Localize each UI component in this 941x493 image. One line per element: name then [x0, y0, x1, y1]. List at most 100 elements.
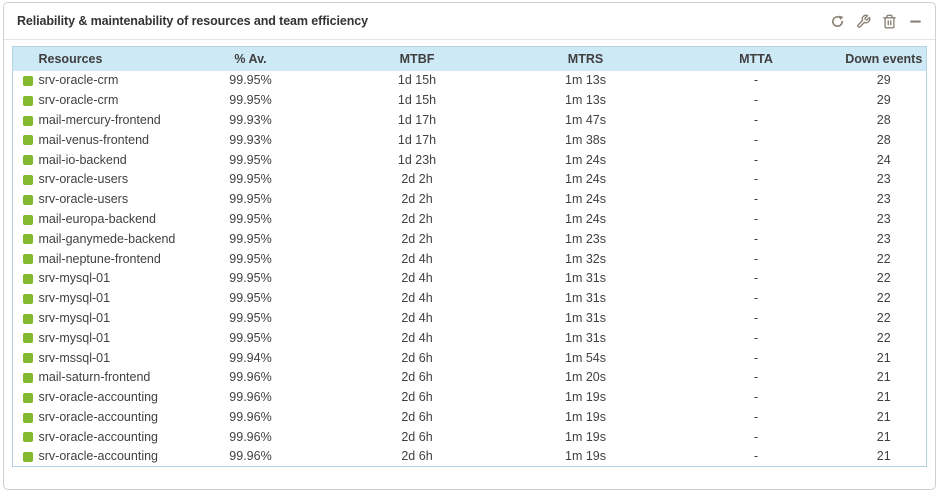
cell-availability: 99.95%	[229, 93, 272, 108]
cell-down-events: 21	[876, 350, 891, 365]
cell-down-events: 21	[876, 449, 891, 464]
minimize-icon[interactable]	[908, 14, 923, 29]
table-container: Resources % Av. MTBF MTRS MTTA Down even…	[12, 46, 927, 467]
status-ok-icon	[23, 115, 33, 126]
cell-mtbf: 2d 4h	[401, 251, 433, 266]
cell-down-events: 23	[876, 172, 891, 187]
cell-mtrs: 1m 38s	[565, 132, 606, 147]
cell-mtta: -	[753, 390, 759, 405]
cell-mtbf: 2d 4h	[401, 291, 433, 306]
cell-mtbf: 2d 2h	[401, 192, 433, 207]
column-header-mtta: MTTA	[670, 46, 842, 71]
cell-mtta: -	[753, 73, 759, 88]
status-ok-icon	[23, 175, 33, 186]
cell-mtta: -	[753, 291, 759, 306]
cell-mtbf: 2d 2h	[401, 172, 433, 187]
refresh-icon[interactable]	[830, 14, 845, 29]
table-row: srv-mssql-01 99.94% 2d 6h 1m 54s - 21	[13, 348, 927, 368]
cell-resource: srv-mysql-01	[38, 291, 111, 306]
cell-status	[13, 367, 39, 387]
cell-resource: mail-venus-frontend	[38, 132, 149, 147]
cell-down-events: 22	[876, 271, 891, 286]
cell-availability: 99.95%	[229, 330, 272, 345]
cell-mtta: -	[753, 449, 759, 464]
status-ok-icon	[23, 392, 33, 403]
cell-down-events: 23	[876, 192, 891, 207]
table-row: srv-oracle-accounting 99.96% 2d 6h 1m 19…	[13, 407, 927, 427]
cell-mtrs: 1m 24s	[565, 211, 606, 226]
cell-mtrs: 1m 13s	[565, 93, 606, 108]
cell-resource: srv-oracle-crm	[38, 73, 119, 88]
cell-mtrs: 1m 24s	[565, 152, 606, 167]
cell-mtta: -	[753, 211, 759, 226]
cell-mtbf: 1d 17h	[397, 132, 437, 147]
table-row: mail-ganymede-backend 99.95% 2d 2h 1m 23…	[13, 229, 927, 249]
cell-mtta: -	[753, 112, 759, 127]
status-ok-icon	[23, 214, 33, 225]
status-ok-icon	[23, 155, 33, 166]
reliability-table: Resources % Av. MTBF MTRS MTTA Down even…	[12, 46, 927, 467]
cell-status	[13, 268, 39, 288]
cell-resource: srv-mysql-01	[38, 310, 111, 325]
cell-availability: 99.95%	[229, 231, 272, 246]
cell-down-events: 24	[876, 152, 891, 167]
cell-status	[13, 407, 39, 427]
cell-mtta: -	[753, 429, 759, 444]
cell-resource: srv-oracle-accounting	[38, 429, 159, 444]
cell-mtta: -	[753, 271, 759, 286]
cell-mtbf: 2d 4h	[401, 310, 433, 325]
cell-resource: srv-mysql-01	[38, 330, 111, 345]
cell-mtbf: 1d 23h	[397, 152, 437, 167]
cell-mtrs: 1m 31s	[565, 330, 606, 345]
cell-mtbf: 2d 2h	[401, 211, 433, 226]
table-row: srv-oracle-crm 99.95% 1d 15h 1m 13s - 29	[13, 71, 927, 91]
cell-resource: srv-oracle-accounting	[38, 409, 159, 424]
status-ok-icon	[23, 76, 33, 87]
cell-status	[13, 150, 39, 170]
cell-down-events: 22	[876, 310, 891, 325]
table-body: srv-oracle-crm 99.95% 1d 15h 1m 13s - 29…	[13, 71, 927, 467]
cell-mtta: -	[753, 370, 759, 385]
status-ok-icon	[23, 432, 33, 443]
cell-mtta: -	[753, 152, 759, 167]
status-ok-icon	[23, 135, 33, 146]
cell-mtrs: 1m 31s	[565, 271, 606, 286]
cell-mtrs: 1m 20s	[565, 370, 606, 385]
panel-title: Reliability & maintenability of resource…	[17, 14, 368, 28]
cell-mtta: -	[753, 409, 759, 424]
table-row: srv-mysql-01 99.95% 2d 4h 1m 31s - 22	[13, 308, 927, 328]
cell-availability: 99.93%	[229, 132, 272, 147]
table-row: srv-oracle-accounting 99.96% 2d 6h 1m 19…	[13, 447, 927, 467]
cell-resource: srv-oracle-crm	[38, 93, 119, 108]
trash-icon[interactable]	[882, 14, 897, 29]
status-ok-icon	[23, 451, 33, 462]
cell-availability: 99.95%	[229, 192, 272, 207]
cell-mtbf: 2d 4h	[401, 271, 433, 286]
table-row: mail-neptune-frontend 99.95% 2d 4h 1m 32…	[13, 249, 927, 269]
cell-availability: 99.95%	[229, 211, 272, 226]
cell-status	[13, 288, 39, 308]
cell-status	[13, 130, 39, 150]
cell-mtbf: 2d 6h	[401, 350, 433, 365]
cell-mtbf: 2d 6h	[401, 370, 433, 385]
cell-status	[13, 71, 39, 91]
cell-status	[13, 110, 39, 130]
cell-down-events: 22	[876, 330, 891, 345]
cell-down-events: 21	[876, 370, 891, 385]
table-row: srv-oracle-users 99.95% 2d 2h 1m 24s - 2…	[13, 169, 927, 189]
status-ok-icon	[23, 293, 33, 304]
table-row: srv-mysql-01 99.95% 2d 4h 1m 31s - 22	[13, 288, 927, 308]
cell-mtrs: 1m 32s	[565, 251, 606, 266]
cell-mtbf: 2d 2h	[401, 231, 433, 246]
table-header-row: Resources % Av. MTBF MTRS MTTA Down even…	[12, 46, 927, 71]
cell-availability: 99.96%	[229, 409, 272, 424]
cell-status	[13, 427, 39, 447]
cell-mtrs: 1m 19s	[565, 429, 606, 444]
table-row: mail-venus-frontend 99.93% 1d 17h 1m 38s…	[13, 130, 927, 150]
wrench-icon[interactable]	[856, 14, 871, 29]
status-ok-icon	[23, 194, 33, 205]
table-row: mail-io-backend 99.95% 1d 23h 1m 24s - 2…	[13, 150, 927, 170]
status-ok-icon	[23, 274, 33, 285]
column-header-down-events: Down events	[841, 46, 927, 71]
cell-availability: 99.94%	[229, 350, 272, 365]
